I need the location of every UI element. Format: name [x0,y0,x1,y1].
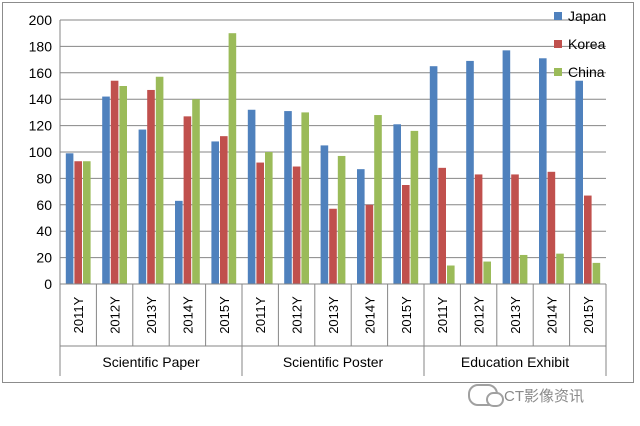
x-category-label: 2012Y [290,296,305,334]
bar-korea [256,162,264,284]
bar-china [519,254,528,284]
x-group-label: Scientific Paper [102,354,200,370]
bar-korea [292,166,301,284]
bar-korea [329,208,337,284]
x-group-label: Scientific Poster [283,354,384,370]
bar-china [265,152,273,284]
bar-korea [365,204,374,284]
bar-china [374,115,382,284]
y-tick-label: 100 [29,144,53,160]
bars [65,33,601,285]
bar-china [410,130,419,284]
bar-china [447,265,455,284]
y-axis-ticks: 0 20 40 60 80 100 120 140 160 180 200 [29,12,53,292]
bar-japan [175,200,183,284]
y-tick-label: 120 [29,118,53,134]
x-category-label: 2012Y [472,296,487,334]
x-category-label: 2013Y [144,296,159,334]
bar-korea [74,161,82,284]
bar-china [192,99,200,284]
wechat-icon [468,384,504,407]
legend-swatch-china [554,68,562,76]
y-tick-label: 80 [36,170,52,186]
legend: Japan Korea China [554,8,606,80]
x-category-label: 2015Y [217,296,232,334]
bar-korea [402,185,410,284]
y-tick-label: 40 [36,223,52,239]
x-category-label: 2013Y [326,296,341,334]
bar-korea [147,89,155,285]
bar-japan [138,129,147,284]
bar-korea [584,195,592,284]
bar-china [556,253,564,284]
bar-china [155,76,164,284]
bar-china [592,262,601,284]
x-axis: 2011Y 2012Y 2013Y 2014Y 2015Y Scientific Pape… [59,283,607,376]
bar-japan [320,145,329,284]
legend-label-china: China [568,64,605,80]
bar-japan [539,58,547,284]
y-tick-label: 140 [29,91,53,107]
bar-korea [220,136,228,284]
bar-china [119,86,127,284]
legend-label-korea: Korea [568,36,606,52]
legend-swatch-japan [554,12,562,20]
bar-japan [284,111,292,284]
legend-label-japan: Japan [568,8,606,24]
x-category-label: 2015Y [399,296,414,334]
watermark-text: CT影像资讯 [504,387,584,405]
y-tick-label: 20 [36,250,52,266]
x-category-label: 2011Y [71,296,86,333]
bar-japan [466,60,474,284]
bar-japan [502,50,511,284]
bar-japan [102,96,110,284]
x-category-label: 2014Y [362,296,377,334]
x-category-label: 2013Y [508,296,523,334]
x-category-label: 2011Y [253,296,268,333]
x-category-label: 2014Y [544,296,559,334]
bar-japan [65,153,74,284]
bar-korea [110,80,119,284]
x-category-label: 2012Y [108,296,123,334]
bar-china [483,261,491,284]
bar-korea [511,174,519,284]
bar-china [337,155,346,284]
y-tick-label: 200 [29,12,53,28]
bar-korea [474,174,483,284]
bar-japan [211,141,219,284]
watermark: CT影像资讯 [468,382,584,408]
y-tick-label: 160 [29,65,53,81]
x-category-label: 2015Y [581,296,596,334]
x-category-label: 2014Y [180,296,195,334]
bar-japan [575,80,583,284]
legend-swatch-korea [554,40,562,48]
bar-korea [438,167,446,284]
x-group-label: Education Exhibit [461,354,569,370]
x-category-label: 2011Y [435,296,450,333]
bar-japan [429,66,438,284]
bar-japan [357,169,365,284]
bar-china [301,112,309,285]
y-tick-label: 180 [29,38,53,54]
bar-japan [247,109,256,284]
bar-korea [183,116,192,284]
y-tick-label: 60 [36,197,52,213]
bar-japan [393,124,401,284]
bar-korea [547,171,556,284]
bar-china [83,161,91,284]
bar-china [228,33,237,285]
y-tick-label: 0 [44,276,52,292]
